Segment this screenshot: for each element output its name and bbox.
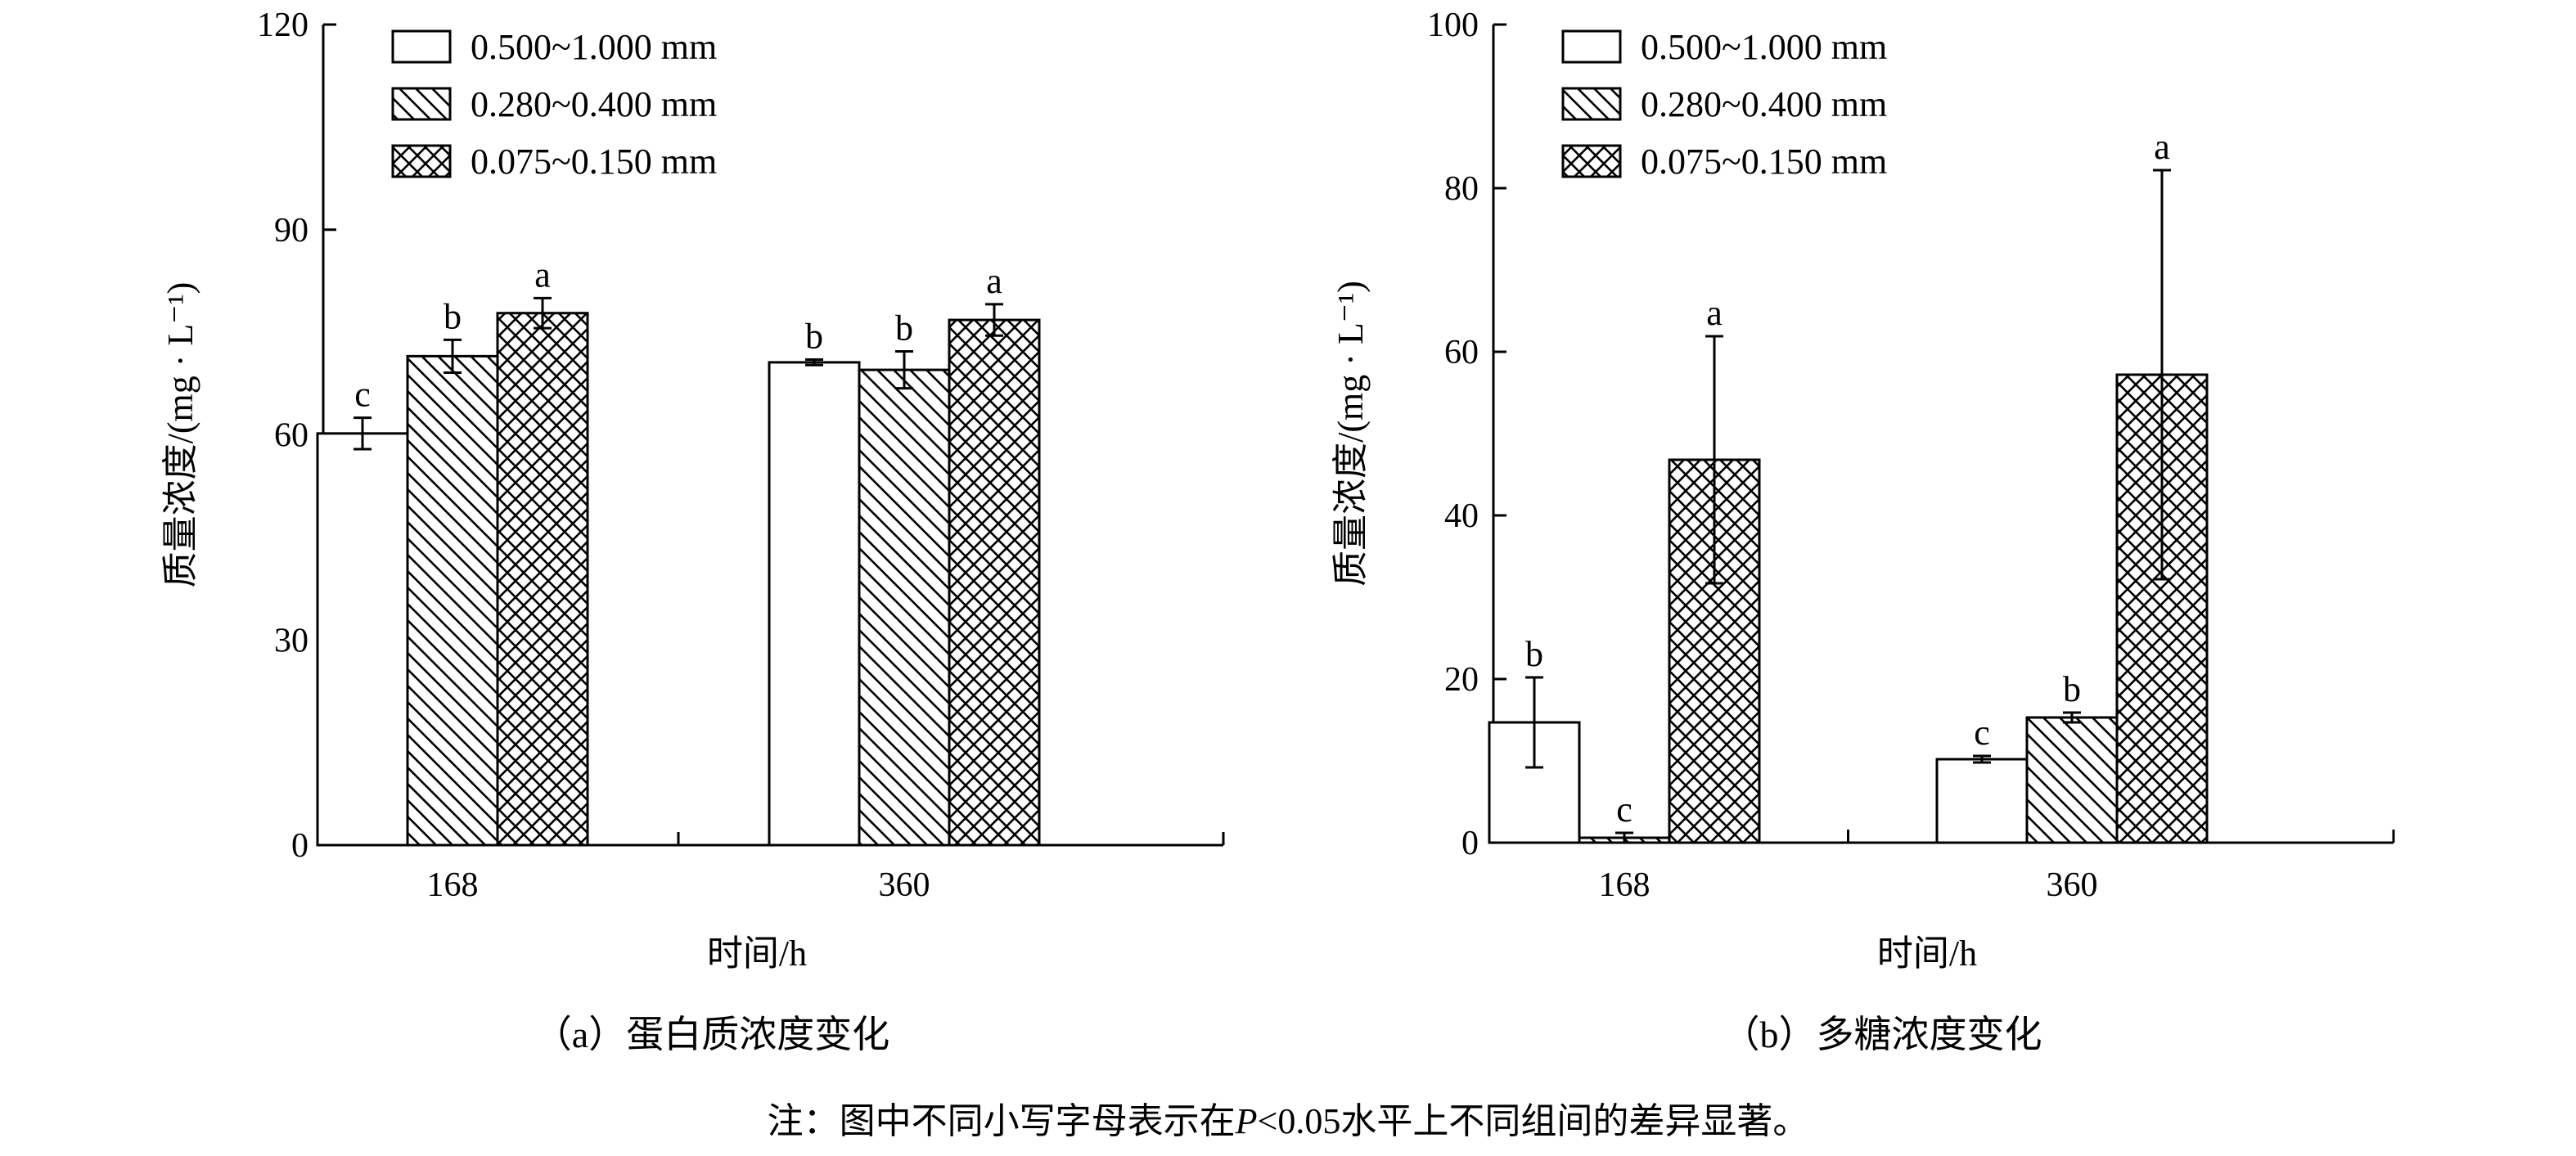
significance-letter: c	[1974, 713, 1990, 753]
significance-letter: b	[805, 317, 823, 357]
x-axis-title: 时间/h	[707, 933, 807, 974]
bar	[858, 368, 951, 847]
significance-letter: a	[986, 261, 1002, 301]
significance-letter: b	[1525, 634, 1543, 674]
y-tick-label: 30	[274, 622, 308, 659]
y-tick-label: 40	[1444, 497, 1479, 535]
legend-swatch	[1561, 87, 1622, 121]
footnote-p: P	[1235, 1101, 1258, 1141]
significance-letter: a	[534, 254, 551, 295]
significance-letter: c	[354, 375, 371, 415]
y-tick-label: 90	[274, 212, 308, 250]
y-axis-title: 质量浓度/(mg · L⁻¹)	[160, 282, 200, 588]
legend-swatch	[391, 144, 452, 178]
caption-protein: （a）蛋白质浓度变化	[534, 1014, 889, 1055]
x-tick-label: 168	[427, 866, 479, 904]
legend-swatch	[391, 29, 452, 64]
bar	[1935, 758, 2029, 844]
y-axis-title: 质量浓度/(mg · L⁻¹)	[1331, 281, 1371, 587]
significance-letter: a	[2154, 127, 2170, 167]
y-tick-label: 100	[1427, 7, 1479, 44]
chart-panel-polysaccharide: 0 20 40 60 80 100 168 360 时间/h 质量浓度/(mg · L⁻¹) b c c…	[1331, 7, 2395, 974]
x-axis-title: 时间/h	[1877, 933, 1977, 974]
y-tick-label: 0	[291, 827, 308, 865]
bar	[496, 312, 589, 847]
significance-letter: b	[895, 308, 913, 349]
y-tick-label: 80	[1444, 170, 1479, 208]
bar	[406, 354, 499, 847]
legend-label: 0.075~0.150 mm	[1641, 142, 1887, 182]
legend-label: 0.500~1.000 mm	[1641, 27, 1887, 67]
footnote: 注：图中不同小写字母表示在P<0.05水平上不同组间的差异显著。	[768, 1101, 1809, 1141]
legend-swatch	[1561, 29, 1622, 64]
y-tick-label: 60	[274, 417, 308, 455]
significance-letter: b	[444, 296, 462, 336]
legend-label: 0.280~0.400 mm	[1641, 84, 1887, 124]
legend-label: 0.500~1.000 mm	[471, 27, 717, 67]
y-tick-label: 0	[1461, 825, 1479, 862]
footnote-suffix: <0.05水平上不同组间的差异显著。	[1258, 1101, 1809, 1141]
x-tick-label: 168	[1599, 866, 1651, 904]
footnote-prefix: 注：图中不同小写字母表示在	[768, 1101, 1236, 1141]
legend-label: 0.280~0.400 mm	[471, 84, 717, 124]
x-tick-label: 360	[879, 866, 930, 904]
legend-label: 0.075~0.150 mm	[471, 142, 717, 182]
legend-swatch	[391, 87, 452, 121]
bar	[768, 361, 861, 847]
significance-letter: a	[1706, 293, 1723, 333]
bar	[2025, 716, 2119, 844]
legend-swatch	[1561, 144, 1622, 178]
caption-polysaccharide: （b）多糖浓度变化	[1723, 1014, 2042, 1055]
significance-letter: c	[1616, 789, 1633, 830]
y-tick-label: 20	[1444, 661, 1479, 699]
x-tick-label: 360	[2047, 866, 2098, 904]
significance-letter: b	[2063, 669, 2081, 709]
chart-panel-protein: 0 30 60 90 120 168 360 时间/h 质量浓度/(mg · L⁻¹) c b b b a…	[160, 7, 1225, 974]
bar	[316, 432, 409, 847]
y-tick-label: 60	[1444, 334, 1479, 371]
y-tick-label: 120	[257, 7, 308, 44]
bar	[948, 318, 1041, 847]
